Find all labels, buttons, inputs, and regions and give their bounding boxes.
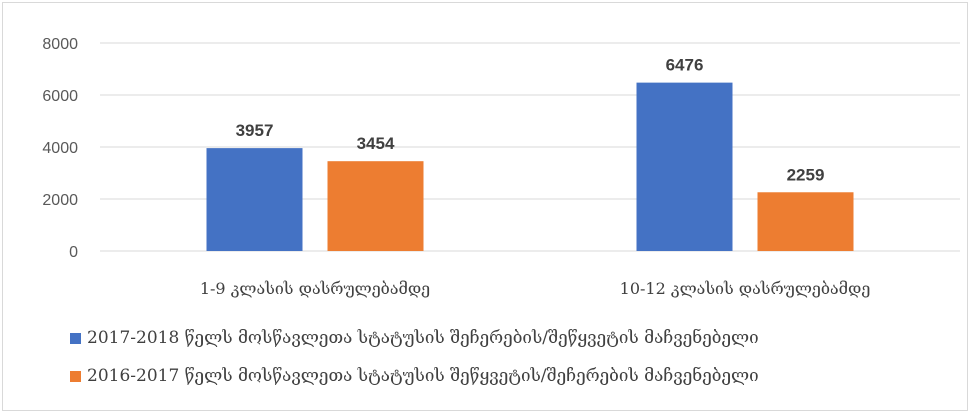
legend-item-series-1: 2017-2018 წელს მოსწავლეთა სტატუსის შეჩერ…	[70, 328, 960, 348]
y-tick-label-6000: 6000	[42, 88, 78, 105]
legend-label-series-2: 2016-2017 წელს მოსწავლეთა სტატუსის შეწყვ…	[87, 366, 759, 386]
data-label-series-2-cat-2: 2259	[787, 165, 825, 184]
data-label-series-1-cat-1: 3957	[236, 121, 274, 140]
bar-series-2-cat-2	[757, 192, 854, 251]
category-label-1: 1-9 კლასის დასრულებამდე	[200, 279, 430, 298]
legend-item-series-2: 2016-2017 წელს მოსწავლეთა სტატუსის შეწყვ…	[70, 366, 960, 386]
y-tick-label-8000: 8000	[42, 36, 78, 53]
data-label-series-1-cat-2: 6476	[666, 56, 704, 75]
legend-swatch-series-1	[70, 332, 81, 344]
bar-series-1-cat-2	[636, 82, 733, 252]
y-tick-label-0: 0	[69, 244, 78, 261]
bar-series-1-cat-1	[206, 148, 303, 251]
legend-swatch-series-2	[70, 370, 81, 382]
legend-label-series-1: 2017-2018 წელს მოსწავლეთა სტატუსის შეჩერ…	[87, 328, 759, 348]
data-label-series-2-cat-1: 3454	[357, 134, 395, 153]
y-tick-label-2000: 2000	[42, 192, 78, 209]
y-tick-label-4000: 4000	[42, 140, 78, 157]
bar-series-2-cat-1	[327, 161, 424, 251]
category-label-2: 10-12 კლასის დასრულებამდე	[620, 279, 871, 298]
